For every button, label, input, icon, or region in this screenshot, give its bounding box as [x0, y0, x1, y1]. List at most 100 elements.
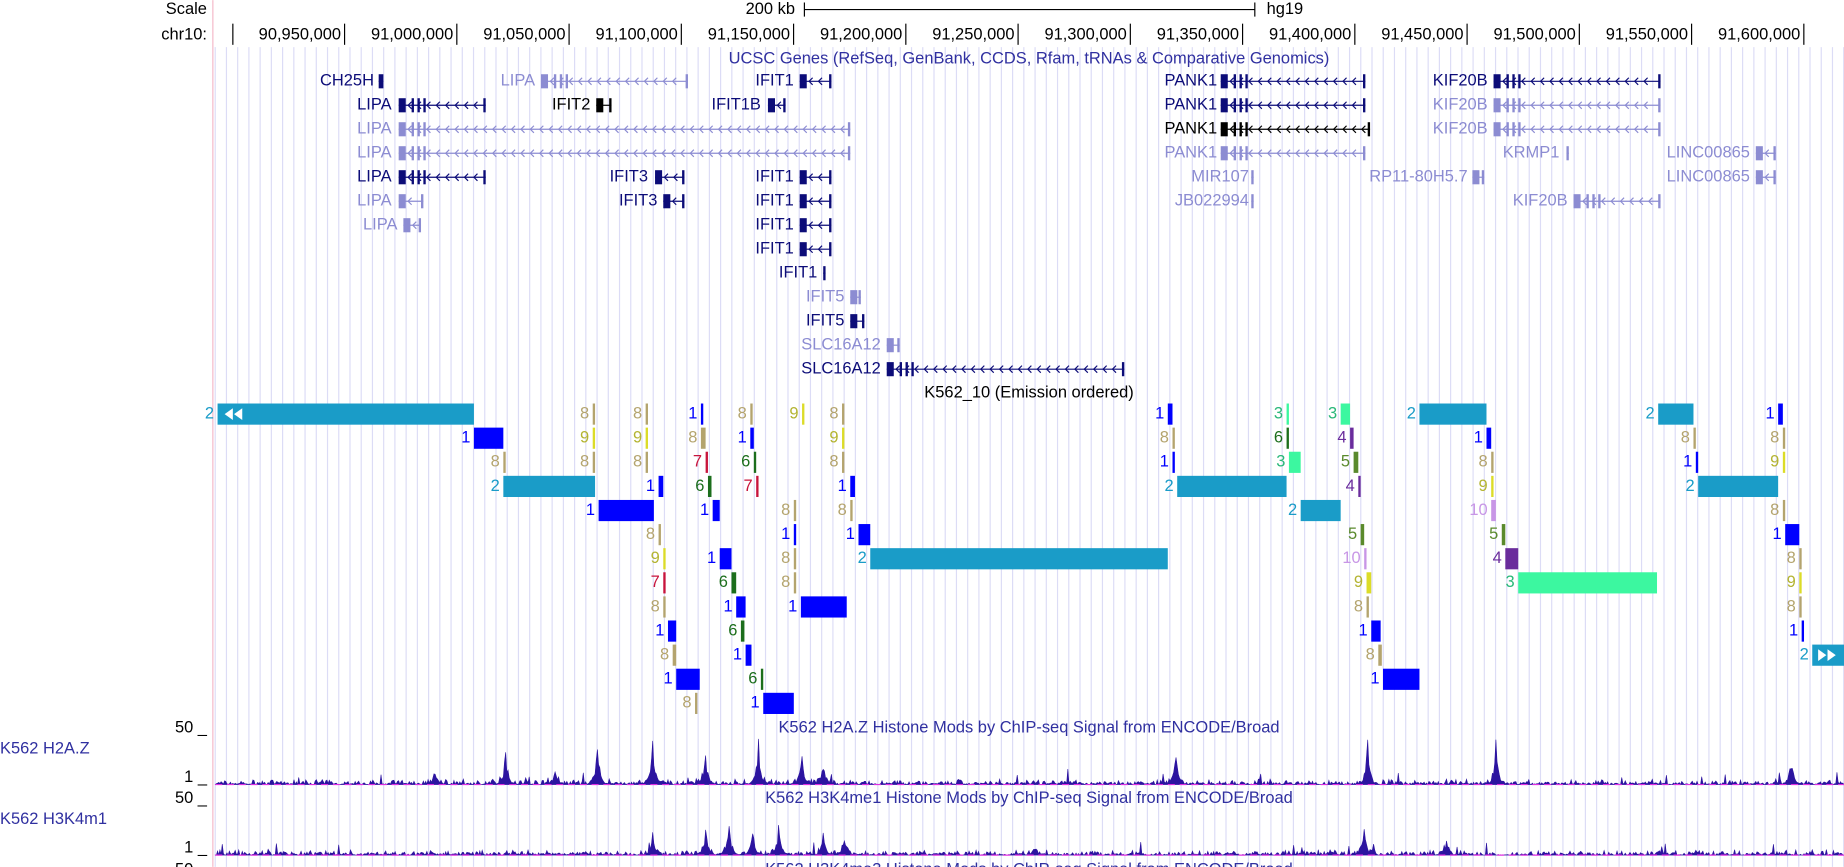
gene-exon — [483, 170, 486, 185]
gene-exon — [1566, 146, 1569, 161]
gene-label: SLC16A12 — [801, 360, 881, 378]
gene-strand — [651, 149, 657, 158]
segment — [1782, 451, 1786, 473]
gene-strand — [454, 101, 460, 110]
gene-exon — [862, 314, 865, 329]
gene-label: CH25H — [320, 72, 374, 90]
gene-strand — [811, 125, 817, 134]
gene-exon — [899, 362, 903, 377]
gene-strand — [548, 125, 554, 134]
gene-strand — [520, 149, 525, 158]
scale-bar-label: 200 kb — [746, 0, 795, 18]
gene-exon — [1245, 98, 1248, 113]
gene-exon — [411, 146, 414, 161]
gene-strand — [670, 149, 676, 158]
segment — [592, 427, 596, 449]
segment — [802, 403, 805, 425]
gene-label: IFIT1 — [755, 72, 793, 90]
gene-strand — [576, 125, 582, 134]
track-title: K562 H3K4me3 Histone Mods by ChIP-seq Si… — [765, 861, 1293, 867]
segment — [667, 620, 677, 642]
gene-exon — [1592, 194, 1595, 209]
gene-strand — [1351, 101, 1357, 110]
segment — [707, 475, 712, 498]
gene-strand — [577, 77, 583, 86]
gene-exon — [799, 242, 807, 257]
segment-label: 1 — [738, 429, 747, 447]
gene-strand — [1567, 77, 1573, 86]
gene-strand — [1539, 125, 1545, 134]
segment-label: 6 — [741, 453, 750, 471]
gene-label: IFIT3 — [610, 168, 648, 186]
gene-label: IFIT3 — [619, 192, 657, 210]
gene-strand — [473, 173, 478, 182]
gene-strand — [1276, 125, 1282, 134]
segment — [1778, 403, 1783, 425]
segment — [700, 403, 704, 425]
gene-strand — [680, 125, 685, 134]
gene-strand — [587, 77, 592, 86]
gene-exon — [1506, 98, 1509, 113]
segment-label: 8 — [829, 404, 838, 422]
gene-strand — [501, 125, 507, 134]
gene-label: LIPA — [357, 144, 391, 162]
gene-strand — [1248, 149, 1253, 158]
gene-strand — [717, 149, 723, 158]
gene-strand — [1008, 365, 1013, 374]
gene-strand — [604, 149, 610, 158]
segment — [793, 548, 797, 570]
segment — [1799, 572, 1802, 594]
gene-strand — [491, 125, 497, 134]
gene-exon — [417, 98, 420, 113]
gene-label: IFIT1B — [712, 96, 761, 114]
segment-label: 8 — [781, 549, 790, 567]
gene-exon — [829, 74, 832, 89]
gene-strand — [970, 365, 976, 374]
segment-label: 8 — [1787, 597, 1796, 615]
gene-strand — [736, 149, 742, 158]
segment — [658, 475, 664, 498]
gene-strand — [1092, 365, 1098, 374]
segment-label: 9 — [829, 429, 838, 447]
gene-strand — [830, 125, 836, 134]
ruler-label: 91,200,000 — [820, 26, 902, 44]
ruler-label: 90,950,000 — [259, 26, 341, 44]
segment — [1167, 403, 1173, 425]
ruler-label: 91,100,000 — [595, 26, 677, 44]
track-side-label: K562 H2A.Z — [0, 740, 90, 758]
gene-strand — [1610, 197, 1616, 206]
gene-exon — [596, 98, 604, 113]
segment — [1366, 572, 1372, 594]
gene-label: KIF20B — [1433, 72, 1488, 90]
segment-label: 1 — [724, 597, 733, 615]
segment — [756, 475, 759, 498]
gene-label: IFIT5 — [806, 312, 844, 330]
gene-strand — [407, 101, 413, 110]
gene-strand — [942, 365, 948, 374]
gene-exon — [847, 146, 851, 161]
segment — [736, 596, 746, 618]
chrom-label: chr10: — [161, 26, 207, 44]
segment-label: 4 — [1346, 477, 1355, 495]
segment-label: 7 — [651, 573, 660, 591]
segment-label: 9 — [1479, 477, 1488, 495]
gene-strand — [1351, 77, 1357, 86]
segment — [645, 403, 648, 425]
gene-strand — [1229, 77, 1235, 86]
segment — [750, 427, 754, 449]
gene-strand — [1520, 125, 1526, 134]
gene-strand — [1017, 365, 1023, 374]
gene-strand — [567, 149, 572, 158]
gene-strand — [736, 125, 742, 134]
segment — [1799, 596, 1802, 618]
gene-exon — [1363, 146, 1366, 161]
gene-strand — [1266, 77, 1272, 86]
segment-label: 1 — [846, 525, 855, 543]
gene-strand — [1276, 149, 1282, 158]
segment — [1785, 524, 1800, 546]
ruler-label: 91,450,000 — [1381, 26, 1463, 44]
segment-label: 1 — [1789, 621, 1798, 639]
segment — [1378, 644, 1382, 666]
gene-strand — [1036, 365, 1042, 374]
gene-strand — [407, 125, 413, 134]
